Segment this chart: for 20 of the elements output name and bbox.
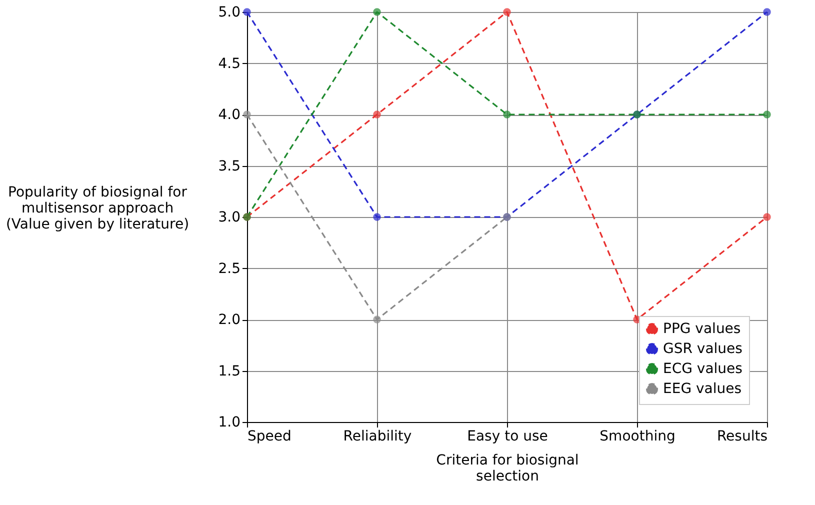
y-tick-label: 3.5 [218,158,240,174]
x-tick-label: Easy to use [467,428,548,444]
y-tick-label: 1.5 [218,363,240,380]
x-tick-label: Results [716,428,768,444]
y-tick-label: 5.0 [218,4,240,20]
legend-label: PPG values [663,321,741,337]
y-tick-label: 2.0 [218,312,240,328]
y-tick-label: 4.0 [218,107,240,123]
x-tick-label: Reliability [343,428,412,444]
legend-label: EEG values [663,381,742,397]
x-tick-label: Speed [248,428,292,444]
y-axis-title: Popularity of biosignal for multisensor approach (Value given by literature) [6,184,190,232]
y-tick-label: 1.0 [218,414,240,430]
legend-label: GSR values [663,341,742,357]
y-tick-label: 4.5 [218,56,240,72]
x-tick-label: Smoothing [600,428,676,444]
x-axis-title: Criteria for biosignal selection [436,452,579,484]
y-tick-label: 2.5 [218,260,240,277]
legend-label: ECG values [663,361,742,377]
y-tick-label: 3.0 [218,210,240,226]
